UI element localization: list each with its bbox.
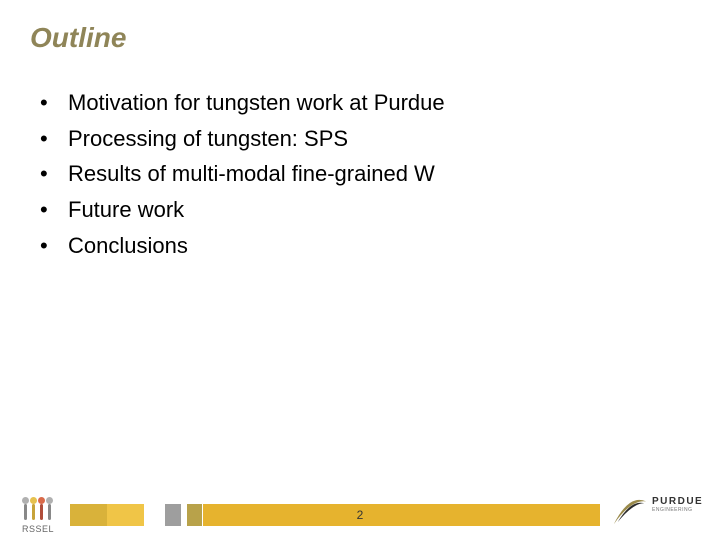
list-item-text: Conclusions xyxy=(68,231,188,261)
list-item: •Conclusions xyxy=(40,231,680,261)
purdue-main: PURDUE xyxy=(652,496,703,507)
bullet-icon: • xyxy=(40,195,68,225)
bullet-list: •Motivation for tungsten work at Purdue•… xyxy=(40,88,680,260)
list-item: •Future work xyxy=(40,195,680,225)
list-item: •Results of multi-modal fine-grained W xyxy=(40,159,680,189)
rssel-ball-icon xyxy=(38,497,45,504)
list-item-text: Processing of tungsten: SPS xyxy=(68,124,348,154)
list-item-text: Future work xyxy=(68,195,184,225)
bullet-icon: • xyxy=(40,231,68,261)
bullet-icon: • xyxy=(40,88,68,118)
list-item: •Motivation for tungsten work at Purdue xyxy=(40,88,680,118)
title-text: Outline xyxy=(30,22,126,53)
page-number: 2 xyxy=(0,508,720,522)
rssel-ball-icon xyxy=(46,497,53,504)
rssel-label: RSSEL xyxy=(8,524,68,534)
bullet-icon: • xyxy=(40,124,68,154)
content-area: •Motivation for tungsten work at Purdue•… xyxy=(40,88,680,266)
rssel-ball-icon xyxy=(22,497,29,504)
list-item-text: Results of multi-modal fine-grained W xyxy=(68,159,435,189)
slide: Outline •Motivation for tungsten work at… xyxy=(0,0,720,540)
rssel-ball-icon xyxy=(30,497,37,504)
list-item: •Processing of tungsten: SPS xyxy=(40,124,680,154)
bullet-icon: • xyxy=(40,159,68,189)
slide-title: Outline xyxy=(30,22,126,54)
list-item-text: Motivation for tungsten work at Purdue xyxy=(68,88,445,118)
